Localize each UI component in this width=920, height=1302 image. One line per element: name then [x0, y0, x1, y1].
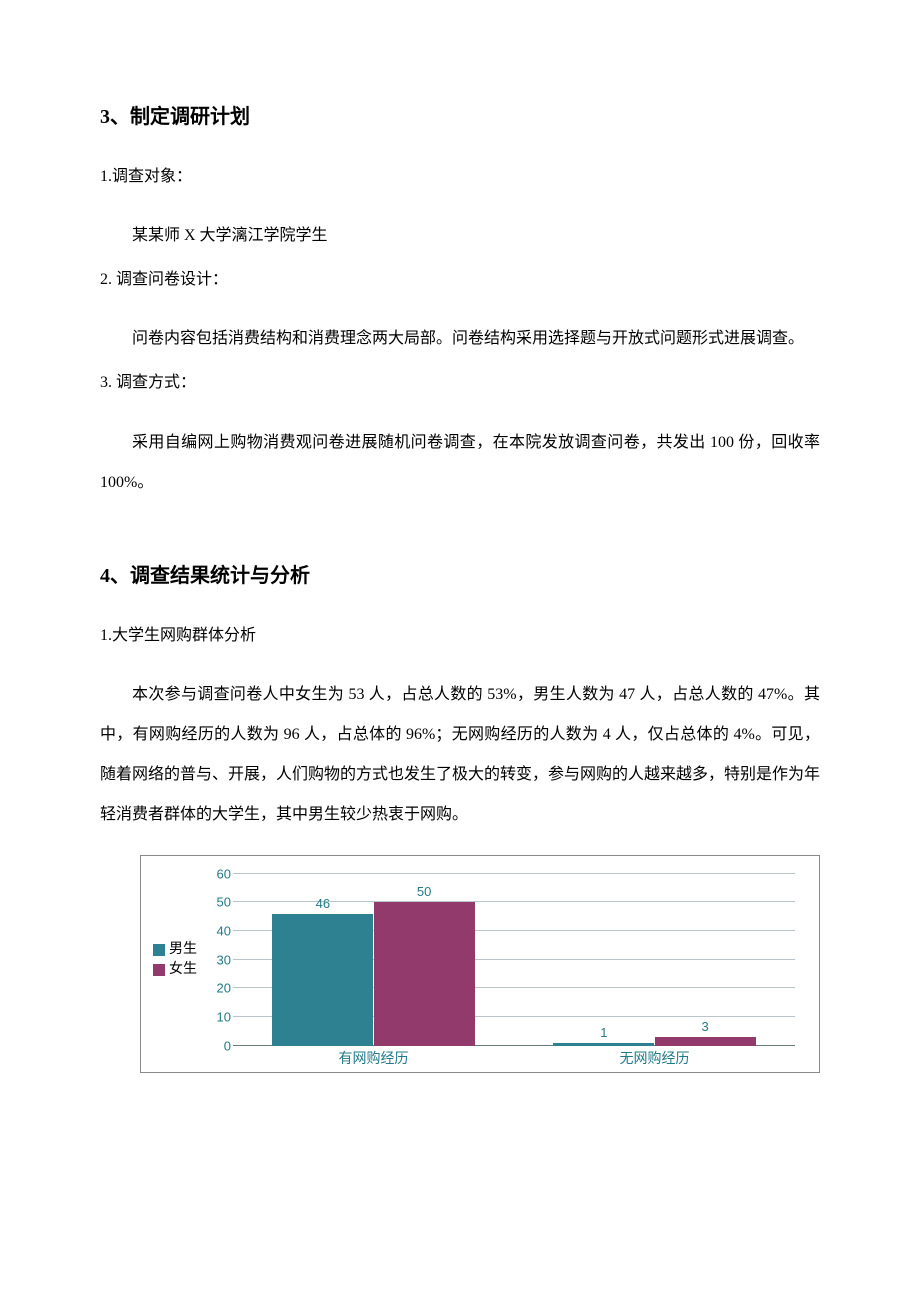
- section-3-item3-body: 采用自编网上购物消费观问卷进展随机问卷调查，在本院发放调查问卷，共发出 100 …: [100, 423, 820, 503]
- x-axis-label: 无网购经历: [542, 1048, 767, 1068]
- bar: 1: [553, 1043, 654, 1046]
- section-3-heading: 3、制定调研计划: [100, 100, 820, 129]
- y-tick: 0: [224, 1038, 231, 1053]
- bar-value-label: 3: [655, 1019, 756, 1034]
- section-3-item2-label: 2. 调查问卷设计：: [100, 262, 820, 297]
- y-tick: 50: [217, 895, 231, 910]
- section-4-item1-body: 本次参与调查问卷人中女生为 53 人，占总人数的 53%，男生人数为 47 人，…: [100, 675, 820, 835]
- legend-label-female: 女生: [169, 960, 197, 980]
- section-3-item1-body: 某某师 X 大学漓江学院学生: [100, 216, 820, 256]
- y-axis: 0102030405060: [205, 874, 231, 1046]
- bar: 3: [655, 1037, 756, 1046]
- chart-bars: 465013: [233, 874, 795, 1046]
- bar-value-label: 46: [272, 896, 373, 911]
- chart-legend: 男生 女生: [153, 940, 197, 980]
- bar: 50: [374, 902, 475, 1045]
- section-3-item2-body: 问卷内容包括消费结构和消费理念两大局部。问卷结构采用选择题与开放式问题形式进展调…: [100, 319, 820, 359]
- section-3-item3-label: 3. 调查方式：: [100, 365, 820, 400]
- bar: 46: [272, 914, 373, 1046]
- legend-label-male: 男生: [169, 940, 197, 960]
- legend-item-female: 女生: [153, 960, 197, 980]
- section-4-item1-label: 1.大学生网购群体分析: [100, 618, 820, 653]
- x-axis-label: 有网购经历: [261, 1048, 486, 1068]
- y-tick: 30: [217, 952, 231, 967]
- legend-swatch-male: [153, 944, 165, 956]
- y-tick: 10: [217, 1010, 231, 1025]
- legend-item-male: 男生: [153, 940, 197, 960]
- document-page: 3、制定调研计划 1.调查对象： 某某师 X 大学漓江学院学生 2. 调查问卷设…: [0, 0, 920, 1302]
- section-4-heading: 4、调查结果统计与分析: [100, 559, 820, 588]
- bar-chart: 男生 女生 0102030405060 465013 有网购经历无网购经历: [140, 855, 820, 1073]
- bar-value-label: 50: [374, 884, 475, 899]
- section-3-item1-label: 1.调查对象：: [100, 159, 820, 194]
- y-tick: 40: [217, 924, 231, 939]
- bar-value-label: 1: [553, 1025, 654, 1040]
- chart-plot-area: 0102030405060 465013 有网购经历无网购经历: [233, 874, 795, 1046]
- legend-swatch-female: [153, 964, 165, 976]
- y-tick: 60: [217, 866, 231, 881]
- y-tick: 20: [217, 981, 231, 996]
